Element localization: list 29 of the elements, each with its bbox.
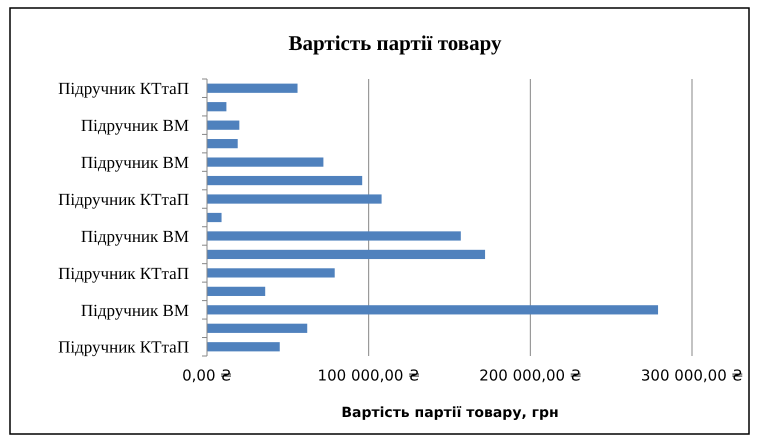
bar — [207, 176, 362, 186]
bar — [207, 212, 222, 222]
y-tick-label: Підручник ВМ — [80, 153, 189, 172]
bar — [207, 305, 658, 314]
bar — [207, 231, 461, 241]
y-tick-label: Підручник КТтаП — [58, 264, 189, 283]
y-tick-label: Підручник КТтаП — [58, 190, 189, 209]
bar — [207, 286, 266, 296]
bar — [207, 268, 335, 278]
bar — [207, 250, 486, 260]
bar — [207, 139, 238, 148]
y-tick-label: Підручник ВМ — [80, 300, 189, 320]
bar — [207, 102, 226, 112]
x-tick-label: 200 000,00 ₴ — [479, 366, 582, 385]
x-tick-label: 100 000,00 ₴ — [318, 366, 420, 385]
bar — [207, 157, 324, 167]
y-tick-label: Підручник КТтаП — [58, 79, 189, 98]
bar — [207, 342, 280, 352]
y-tick-label: Підручник ВМ — [80, 116, 189, 136]
x-tick-label: 0,00 ₴ — [182, 366, 232, 385]
x-tick-label: 300 000,00 ₴ — [640, 366, 744, 385]
bar — [207, 324, 308, 333]
bar — [207, 84, 298, 93]
y-tick-label: Підручник КТтаП — [58, 338, 189, 357]
bar — [207, 120, 240, 130]
y-tick-label: Підручник ВМ — [80, 226, 189, 246]
chart-title: Вартість партії товару — [288, 31, 502, 55]
x-axis-title: Вартість партії товару, грн — [341, 405, 559, 421]
bar — [207, 194, 382, 204]
